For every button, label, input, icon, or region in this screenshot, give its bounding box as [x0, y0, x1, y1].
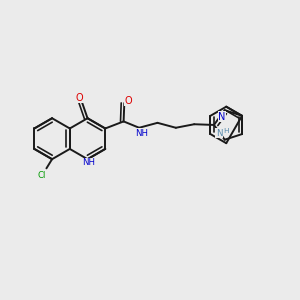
Text: N: N	[216, 129, 222, 138]
Text: O: O	[124, 96, 132, 106]
Text: NH: NH	[136, 129, 148, 138]
Text: Cl: Cl	[37, 171, 46, 180]
Text: H: H	[223, 128, 229, 134]
Text: O: O	[76, 93, 83, 103]
Text: NH: NH	[82, 158, 95, 167]
Text: N: N	[218, 112, 226, 122]
